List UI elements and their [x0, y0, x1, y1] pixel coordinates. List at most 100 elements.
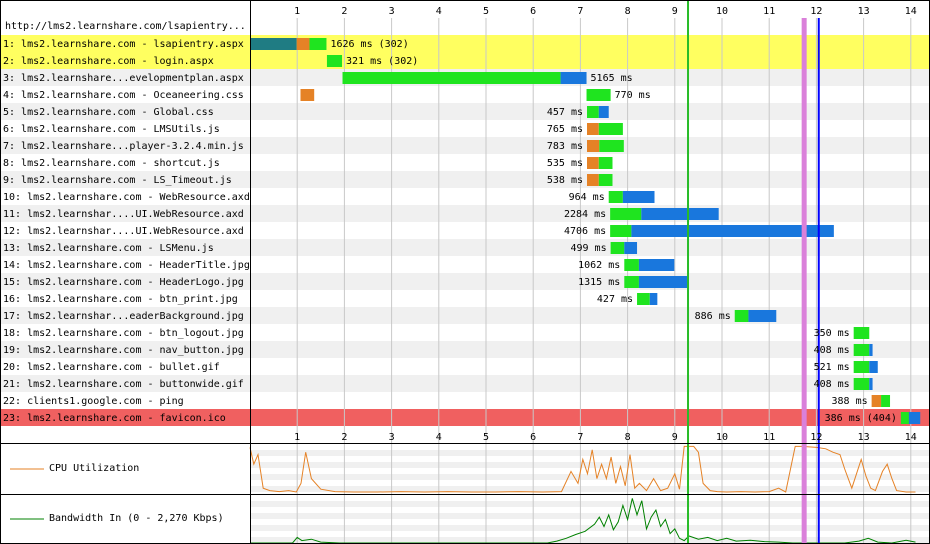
tick-label-top: 4 — [436, 6, 442, 17]
request-time: 388 ms — [831, 396, 867, 407]
bar-ttfb — [853, 344, 870, 356]
tick-label-top: 6 — [530, 6, 536, 17]
bar-download — [649, 293, 658, 305]
bar-download — [869, 344, 873, 356]
bar-download — [624, 242, 638, 254]
tick-label-top: 10 — [716, 6, 728, 17]
request-label: 4: lms2.learnshare.com - Oceaneering.css — [3, 90, 244, 101]
request-label: 21: lms2.learnshare.com - buttonwide.gif — [3, 379, 244, 390]
tick-label-top: 7 — [577, 6, 583, 17]
tick-label-top: 3 — [389, 6, 395, 17]
time-gridlines — [296, 18, 912, 544]
request-time: 350 ms — [814, 328, 850, 339]
request-time: 521 ms — [814, 362, 850, 373]
request-time: 1315 ms — [578, 277, 620, 288]
bar-ttfb — [608, 191, 623, 203]
request-label: 10: lms2.learnshare.com - WebResource.ax… — [3, 192, 250, 203]
request-time: 1626 ms (302) — [330, 39, 408, 50]
bar-ttfb — [853, 327, 870, 339]
bar-connect — [587, 157, 599, 169]
tick-label-bottom: 8 — [625, 432, 631, 443]
tick-label-top: 14 — [905, 6, 917, 17]
bar-ttfb — [598, 157, 613, 169]
request-time: 427 ms — [597, 294, 633, 305]
bar-connect — [300, 89, 315, 101]
request-time: 499 ms — [570, 243, 606, 254]
row-background — [0, 171, 930, 188]
bar-ttfb — [900, 412, 909, 424]
request-time: 386 ms (404) — [825, 413, 897, 424]
tick-label-bottom: 13 — [858, 432, 870, 443]
bar-ttfb — [309, 38, 327, 50]
tick-label-top: 9 — [672, 6, 678, 17]
request-label: 16: lms2.learnshare.com - btn_print.jpg — [3, 294, 238, 305]
tick-label-bottom: 6 — [530, 432, 536, 443]
request-label: 6: lms2.learnshare.com - LMSUtils.js — [3, 124, 220, 135]
request-time: 538 ms — [547, 175, 583, 186]
tick-label-top: 5 — [483, 6, 489, 17]
bar-download — [869, 361, 878, 373]
bar-download — [869, 378, 873, 390]
request-bars — [250, 38, 921, 424]
tick-label-bottom: 2 — [341, 432, 347, 443]
bar-connect — [296, 38, 310, 50]
request-label: 19: lms2.learnshare.com - nav_button.jpg — [3, 345, 244, 356]
dom-content-loaded-line — [801, 18, 807, 544]
tick-label-top: 12 — [810, 6, 822, 17]
bar-ttfb — [637, 293, 650, 305]
row-background — [0, 341, 930, 358]
tick-label-bottom: 5 — [483, 432, 489, 443]
tick-label-bottom: 4 — [436, 432, 442, 443]
request-label: 9: lms2.learnshare.com - LS_Timeout.js — [3, 175, 232, 186]
bar-download — [908, 412, 921, 424]
event-markers — [687, 0, 820, 544]
row-background — [0, 273, 930, 290]
request-label: 23: lms2.learnshare.com - favicon.ico — [3, 413, 226, 424]
request-time: 1062 ms — [578, 260, 620, 271]
bar-download — [622, 191, 655, 203]
bar-ttfb — [624, 259, 639, 271]
graph-band — [250, 501, 929, 507]
request-label: 15: lms2.learnshare.com - HeaderLogo.jpg — [3, 277, 244, 288]
row-background — [0, 137, 930, 154]
request-time: 535 ms — [547, 158, 583, 169]
tick-label-bottom: 7 — [577, 432, 583, 443]
bar-download — [560, 72, 587, 84]
request-label: 8: lms2.learnshare.com - shortcut.js — [3, 158, 220, 169]
bar-ttfb — [624, 276, 639, 288]
request-time: 2284 ms — [564, 209, 606, 220]
row-background — [0, 307, 930, 324]
tick-label-bottom: 11 — [763, 432, 775, 443]
chart-text: http://lms2.learnshare.com/lsapientry...… — [3, 6, 917, 524]
row-background — [0, 375, 930, 392]
bar-ttfb — [734, 310, 749, 322]
bar-connect — [587, 174, 599, 186]
tick-label-bottom: 14 — [905, 432, 917, 443]
tick-label-top: 2 — [341, 6, 347, 17]
bar-ttfb — [587, 106, 599, 118]
request-time: 765 ms — [547, 124, 583, 135]
bar-connect — [587, 140, 600, 152]
graph-band — [250, 474, 929, 480]
tick-label-bottom: 9 — [672, 432, 678, 443]
cpu-line — [249, 445, 916, 493]
request-label: 2: lms2.learnshare.com - login.aspx — [3, 56, 214, 67]
tick-label-bottom: 3 — [389, 432, 395, 443]
tick-label-bottom: 1 — [294, 432, 300, 443]
request-time: 408 ms — [814, 345, 850, 356]
bar-dns — [250, 38, 297, 50]
cpu-legend-label: CPU Utilization — [49, 463, 139, 474]
tick-label-top: 8 — [625, 6, 631, 17]
graph-band — [250, 537, 929, 543]
bar-ttfb — [610, 208, 642, 220]
bandwidth-legend-label: Bandwidth In (0 - 2,270 Kbps) — [49, 513, 224, 524]
row-background — [0, 35, 930, 52]
request-label: 17: lms2.learnshar...eaderBackground.jpg — [3, 311, 244, 322]
request-label: 13: lms2.learnshare.com - LSMenu.js — [3, 243, 214, 254]
request-time: 4706 ms — [564, 226, 606, 237]
page-url: http://lms2.learnshare.com/lsapientry... — [5, 21, 246, 32]
bar-download — [748, 310, 777, 322]
request-label: 3: lms2.learnshare...evelopmentplan.aspx — [3, 73, 244, 84]
tick-label-top: 1 — [294, 6, 300, 17]
